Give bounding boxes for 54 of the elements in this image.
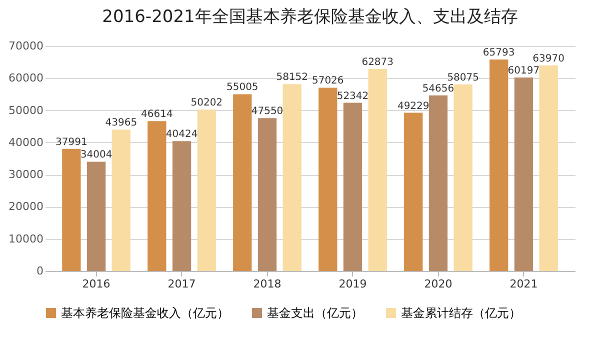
data-label: 58075 [447, 72, 479, 84]
x-tick-label: 2020 [424, 278, 452, 290]
y-tick-label: 0 [36, 264, 44, 278]
y-tick-label: 20000 [8, 200, 44, 214]
y-tick-label: 30000 [8, 168, 44, 182]
chart-title: 2016-2021年全国基本养老保险基金收入、支出及结存 [102, 7, 518, 27]
y-tick-label: 70000 [8, 40, 44, 52]
bar [197, 110, 216, 271]
data-label: 60197 [508, 66, 540, 77]
data-label: 50202 [190, 98, 223, 109]
legend-label: 基本养老保险基金收入（亿元） [61, 306, 229, 320]
data-label: 37991 [56, 136, 88, 148]
y-tick-label: 10000 [8, 232, 44, 246]
bar [86, 162, 106, 271]
bar [318, 88, 338, 271]
bar [343, 102, 362, 271]
data-label: 58152 [276, 72, 308, 84]
data-label: 47550 [251, 106, 284, 118]
x-tick-label: 2017 [168, 278, 196, 290]
bar [148, 121, 166, 271]
data-label: 49229 [397, 100, 430, 112]
bar [233, 94, 252, 271]
data-label: 52342 [336, 90, 369, 102]
data-label: 34004 [80, 150, 112, 161]
bar [428, 95, 448, 271]
bar [404, 112, 423, 271]
y-tick-label: 60000 [8, 72, 44, 85]
x-tick-label: 2016 [82, 278, 110, 290]
x-tick-label: 2019 [338, 278, 367, 290]
y-tick-label: 50000 [8, 104, 44, 117]
data-label: 65793 [482, 48, 515, 59]
legend-label: 基金累计结存（亿元） [401, 306, 521, 320]
data-label: 63970 [532, 53, 564, 64]
bar [282, 84, 302, 271]
legend-label: 基金支出（亿元） [267, 306, 363, 320]
data-label: 43965 [105, 118, 138, 129]
y-tick-label: 40000 [8, 136, 44, 149]
bar [539, 65, 558, 271]
x-tick-label: 2018 [253, 278, 282, 290]
data-label: 62873 [362, 56, 394, 68]
data-label: 40424 [166, 129, 198, 140]
bar [454, 84, 472, 271]
bar [490, 60, 508, 271]
bar [514, 78, 534, 271]
x-tick-label: 2021 [510, 278, 538, 290]
bar [112, 130, 130, 271]
data-label: 46614 [141, 109, 173, 120]
bar [258, 118, 277, 271]
data-label: 55005 [226, 82, 258, 94]
bar [62, 148, 81, 271]
bar [172, 141, 192, 271]
bar [368, 68, 387, 271]
data-label: 57026 [312, 76, 344, 87]
data-label: 54656 [422, 83, 454, 94]
